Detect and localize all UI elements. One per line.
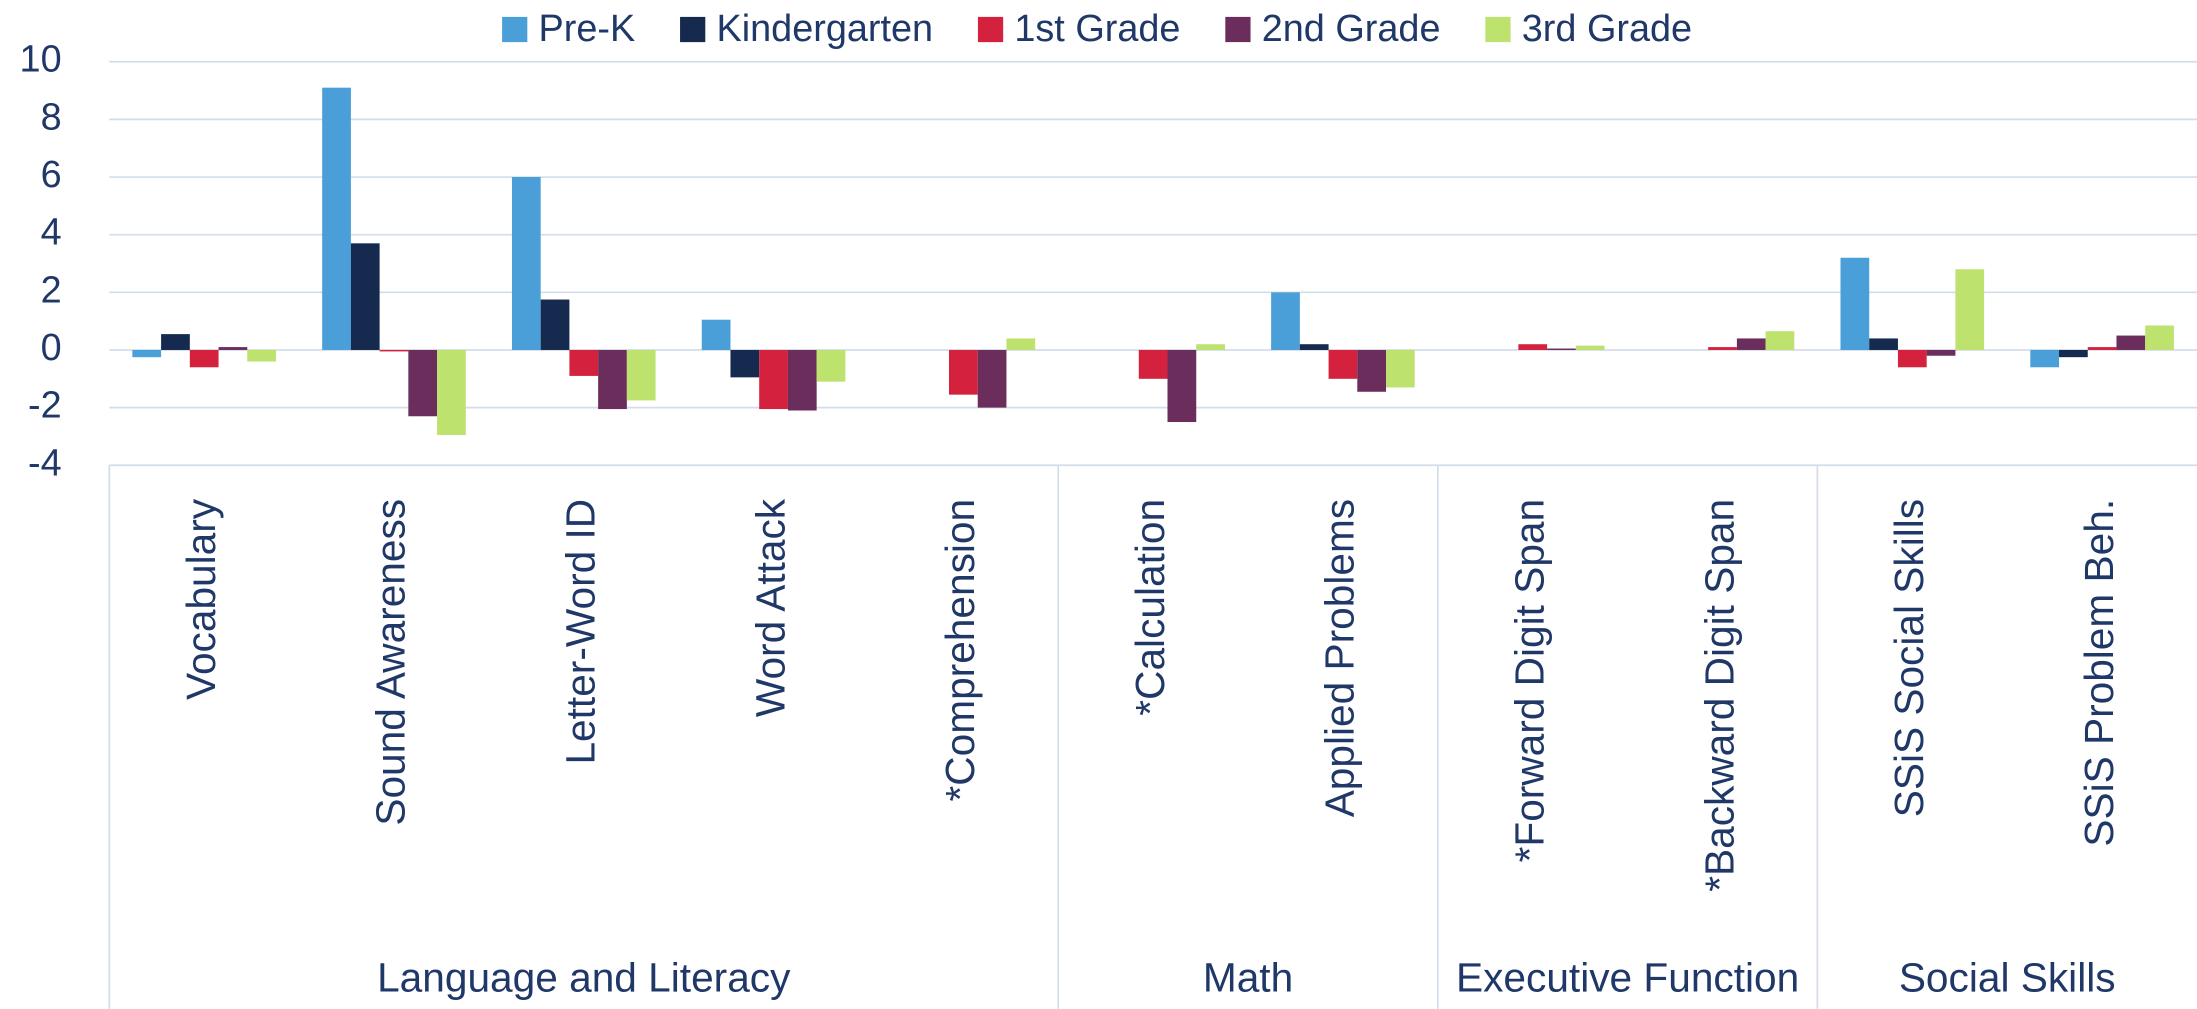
x-tick-label: Vocabulary bbox=[178, 498, 224, 700]
bar bbox=[2059, 349, 2088, 358]
legend-label: 2nd Grade bbox=[1262, 8, 1441, 50]
group-label: Executive Function bbox=[1456, 955, 1799, 1001]
bar bbox=[408, 349, 438, 417]
bar bbox=[350, 243, 380, 350]
bar bbox=[1926, 349, 1956, 356]
bar bbox=[2145, 325, 2174, 350]
bar bbox=[1869, 338, 1898, 350]
y-tick-label: -2 bbox=[28, 385, 62, 427]
bar bbox=[161, 334, 190, 350]
bar bbox=[1328, 349, 1358, 379]
group-label: Math bbox=[1203, 955, 1293, 1001]
bar bbox=[322, 87, 351, 350]
y-tick-label: 6 bbox=[41, 154, 62, 196]
x-tick-label: Applied Problems bbox=[1317, 499, 1363, 817]
bar bbox=[1138, 349, 1168, 379]
legend-label: Kindergarten bbox=[716, 8, 933, 50]
x-tick-label: *Forward Digit Span bbox=[1506, 499, 1552, 863]
bar bbox=[1196, 344, 1225, 350]
x-tick-label: Word Attack bbox=[747, 498, 793, 717]
bar bbox=[948, 349, 978, 395]
bar bbox=[2030, 349, 2060, 368]
legend: Pre-K Kindergarten 1st Grade 2nd Grade 3rd G… bbox=[502, 8, 1692, 50]
bar bbox=[626, 349, 656, 401]
legend-swatch bbox=[502, 16, 528, 43]
bar bbox=[379, 349, 409, 352]
legend-swatch bbox=[1225, 16, 1251, 43]
group-label: Language and Literacy bbox=[377, 955, 791, 1001]
bar bbox=[730, 349, 760, 378]
x-tick-label: *Backward Digit Span bbox=[1696, 499, 1742, 892]
bar bbox=[1765, 331, 1795, 350]
bar bbox=[1386, 349, 1415, 388]
bar bbox=[189, 349, 219, 368]
bar bbox=[977, 349, 1007, 408]
bar bbox=[759, 349, 788, 410]
bar bbox=[218, 347, 248, 350]
bar bbox=[1547, 348, 1576, 350]
bar bbox=[132, 349, 162, 358]
bar bbox=[1299, 344, 1329, 350]
bar bbox=[1357, 349, 1387, 392]
y-tick-label: 10 bbox=[20, 39, 62, 81]
legend-label: Pre-K bbox=[539, 8, 636, 50]
legend-label: 1st Grade bbox=[1014, 8, 1180, 50]
legend-swatch bbox=[680, 16, 706, 43]
bar bbox=[816, 349, 846, 382]
y-tick-label: 4 bbox=[41, 212, 62, 254]
legend-swatch bbox=[1485, 16, 1511, 43]
bar bbox=[1897, 349, 1927, 368]
legend-swatch bbox=[977, 16, 1004, 43]
bar bbox=[569, 349, 599, 376]
bar bbox=[1575, 345, 1605, 350]
bar bbox=[2116, 335, 2146, 350]
x-tick-label: SSiS Social Skills bbox=[1886, 499, 1932, 817]
bar bbox=[598, 349, 627, 410]
bar bbox=[1518, 344, 1548, 350]
bar bbox=[701, 319, 731, 350]
legend-label: 3rd Grade bbox=[1522, 8, 1692, 50]
y-tick-label: 8 bbox=[41, 96, 62, 138]
x-tick-label: Sound Awareness bbox=[368, 499, 414, 826]
x-tick-label: *Comprehension bbox=[937, 499, 983, 802]
bar bbox=[2087, 347, 2117, 350]
bar bbox=[787, 349, 817, 411]
x-tick-label: *Calculation bbox=[1127, 499, 1173, 716]
bar bbox=[247, 349, 276, 362]
y-tick-label: -4 bbox=[28, 442, 62, 484]
x-tick-label: Letter-Word ID bbox=[558, 499, 604, 765]
y-tick-label: 2 bbox=[41, 269, 62, 311]
bar bbox=[511, 177, 541, 350]
bar bbox=[1006, 338, 1036, 350]
y-tick-label: 0 bbox=[41, 327, 62, 369]
x-tick-label: SSiS Problem Beh. bbox=[2076, 499, 2122, 847]
bar bbox=[1736, 338, 1766, 350]
bar bbox=[1955, 269, 1985, 350]
group-label: Social Skills bbox=[1899, 955, 2116, 1001]
bar bbox=[1167, 349, 1197, 423]
bar bbox=[1271, 292, 1300, 350]
bar bbox=[1840, 257, 1870, 350]
bar bbox=[437, 349, 466, 436]
bar bbox=[540, 299, 570, 350]
bar bbox=[1708, 347, 1737, 350]
